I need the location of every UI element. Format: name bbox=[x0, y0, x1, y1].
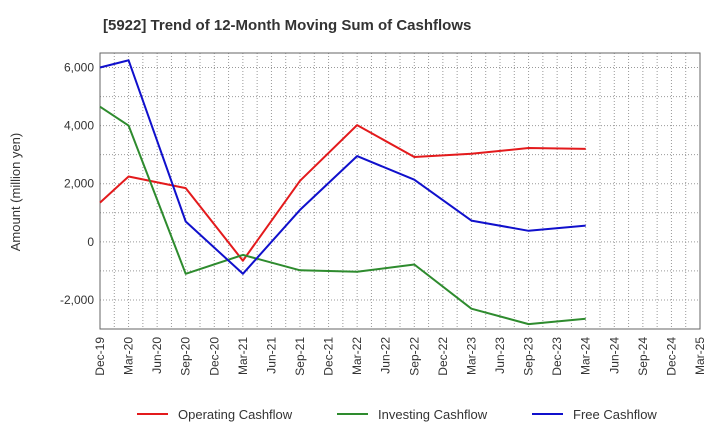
y-tick-label: 2,000 bbox=[64, 177, 94, 191]
x-tick-label: Jun-20 bbox=[150, 337, 164, 374]
investing-cashflow-legend-label: Investing Cashflow bbox=[378, 407, 488, 422]
x-tick-label: Mar-24 bbox=[579, 337, 593, 375]
x-tick-label: Dec-19 bbox=[93, 337, 107, 376]
x-tick-label: Sep-21 bbox=[293, 337, 307, 376]
y-tick-label: 6,000 bbox=[64, 61, 94, 75]
x-tick-label: Jun-21 bbox=[264, 337, 278, 374]
x-tick-label: Jun-22 bbox=[379, 337, 393, 374]
x-tick-label: Mar-22 bbox=[350, 337, 364, 375]
y-axis-ticks: -2,000 0 2,000 4,000 6,000 bbox=[60, 61, 94, 307]
x-tick-label: Dec-20 bbox=[207, 337, 221, 376]
x-tick-label: Mar-23 bbox=[464, 337, 478, 375]
x-tick-label: Jun-23 bbox=[493, 337, 507, 374]
x-tick-label: Jun-24 bbox=[607, 337, 621, 374]
series-lines bbox=[99, 59, 586, 326]
x-axis-ticks: Dec-19 Mar-20 Jun-20 Sep-20 Dec-20 Mar-21 Jun-… bbox=[93, 337, 707, 376]
chart-title: [5922] Trend of 12-Month Moving Sum of C… bbox=[103, 17, 471, 34]
x-tick-label: Mar-25 bbox=[693, 337, 707, 375]
legend: Operating Cashflow Investing Cashflow Free… bbox=[137, 407, 657, 422]
x-tick-label: Mar-21 bbox=[236, 337, 250, 375]
x-tick-label: Sep-24 bbox=[636, 337, 650, 376]
free-cashflow-legend-label: Free Cashflow bbox=[573, 407, 657, 422]
y-tick-label: -2,000 bbox=[60, 293, 94, 307]
x-tick-label: Dec-24 bbox=[664, 337, 678, 376]
x-tick-label: Dec-22 bbox=[436, 337, 450, 376]
x-tick-label: Sep-20 bbox=[179, 337, 193, 376]
x-tick-label: Dec-23 bbox=[550, 337, 564, 376]
y-tick-label: 0 bbox=[87, 235, 94, 249]
x-tick-label: Sep-23 bbox=[522, 337, 536, 376]
y-tick-label: 4,000 bbox=[64, 119, 94, 133]
free-cashflow-line bbox=[99, 59, 586, 275]
plot-frame bbox=[99, 52, 701, 330]
operating-cashflow-line bbox=[99, 124, 586, 262]
gridlines bbox=[99, 53, 701, 329]
x-tick-label: Dec-21 bbox=[322, 337, 336, 376]
x-tick-label: Sep-22 bbox=[407, 337, 421, 376]
x-tick-label: Mar-20 bbox=[122, 337, 136, 375]
operating-cashflow-legend-label: Operating Cashflow bbox=[178, 407, 293, 422]
y-axis-label: Amount (million yen) bbox=[8, 133, 23, 252]
investing-cashflow-line bbox=[99, 105, 586, 326]
